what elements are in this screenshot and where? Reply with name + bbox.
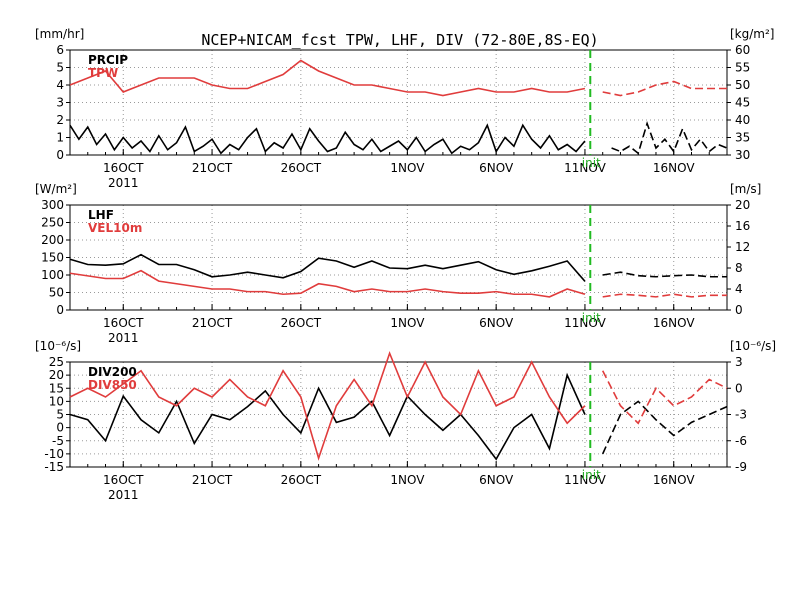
series-line-div200 <box>69 372 586 461</box>
y-tick-label-right: -6 <box>735 434 747 448</box>
y-tick-label-left: 300 <box>41 198 64 212</box>
init-label: init <box>582 311 601 325</box>
init-label: init <box>582 468 601 482</box>
left-axis-unit: [10⁻⁶/s] <box>35 339 81 353</box>
y-tick-label-right: 8 <box>735 261 743 275</box>
y-tick-label-right: 4 <box>735 282 743 296</box>
y-tick-label-left: -15 <box>44 460 64 474</box>
y-tick-label-left: 25 <box>49 355 64 369</box>
y-tick-label-right: 30 <box>735 148 750 162</box>
legend-div200: DIV200 <box>88 365 137 379</box>
y-tick-label-left: 100 <box>41 268 64 282</box>
series-forecast-div200 <box>601 400 728 455</box>
legend-prcip: PRCIP <box>88 53 128 67</box>
y-tick-label-left: 150 <box>41 251 64 265</box>
x-tick-label: 21OCT <box>192 161 233 175</box>
x-tick-sublabel: 2011 <box>108 331 139 345</box>
series-line-lhf <box>69 253 586 282</box>
x-tick-label: 26OCT <box>281 473 322 487</box>
y-tick-label-left: -10 <box>44 447 64 461</box>
y-tick-label-right: -9 <box>735 460 747 474</box>
y-tick-label-left: 6 <box>56 43 64 57</box>
x-tick-label: 26OCT <box>281 161 322 175</box>
x-tick-label: 16OCT <box>103 316 144 330</box>
x-tick-label: 11NOV <box>564 473 606 487</box>
chart-title: NCEP+NICAM_fcst TPW, LHF, DIV (72-80E,8S… <box>201 31 598 49</box>
legend-lhf: LHF <box>88 208 114 222</box>
series-forecast-tpw <box>602 80 727 97</box>
x-tick-label: 6NOV <box>479 161 514 175</box>
x-tick-label: 6NOV <box>479 316 514 330</box>
y-tick-label-left: 4 <box>56 78 64 92</box>
y-tick-label-right: 20 <box>735 198 750 212</box>
y-tick-label-left: 20 <box>49 368 64 382</box>
series-line-tpw <box>69 59 586 97</box>
x-tick-sublabel: 2011 <box>108 176 139 190</box>
y-tick-label-left: 5 <box>56 61 64 75</box>
series-forecast-vel10m <box>602 293 727 298</box>
y-tick-label-left: -5 <box>52 434 64 448</box>
y-tick-label-right: 50 <box>735 78 750 92</box>
x-tick-label: 1NOV <box>390 473 425 487</box>
series-forecast-prcip <box>611 120 728 155</box>
series-line-vel10m <box>69 269 586 298</box>
y-tick-label-right: 12 <box>735 240 750 254</box>
left-axis-unit: [W/m²] <box>35 182 77 196</box>
series-forecast-div850 <box>601 370 728 425</box>
y-tick-label-left: 0 <box>56 148 64 162</box>
y-tick-label-left: 200 <box>41 233 64 247</box>
y-tick-label-left: 2 <box>56 113 64 127</box>
y-tick-label-right: 0 <box>735 381 743 395</box>
left-axis-unit: [mm/hr] <box>35 27 84 41</box>
y-tick-label-left: 250 <box>41 216 64 230</box>
y-tick-label-left: 50 <box>49 286 64 300</box>
y-tick-label-right: 40 <box>735 113 750 127</box>
x-tick-label: 11NOV <box>564 161 606 175</box>
legend-div850: DIV850 <box>88 378 137 392</box>
x-tick-label: 1NOV <box>390 316 425 330</box>
x-tick-sublabel: 2011 <box>108 488 139 502</box>
y-tick-label-right: 3 <box>735 355 743 369</box>
x-tick-label: 16NOV <box>653 316 695 330</box>
right-axis-unit: [m/s] <box>730 182 761 196</box>
x-tick-label: 16OCT <box>103 161 144 175</box>
x-tick-label: 16OCT <box>103 473 144 487</box>
legend-tpw: TPW <box>88 66 118 80</box>
y-tick-label-left: 3 <box>56 96 64 110</box>
x-tick-label: 6NOV <box>479 473 514 487</box>
x-tick-label: 16NOV <box>653 161 695 175</box>
y-tick-label-left: 1 <box>56 131 64 145</box>
y-tick-label-left: 10 <box>49 394 64 408</box>
y-tick-label-left: 15 <box>49 381 64 395</box>
x-tick-label: 21OCT <box>192 473 233 487</box>
y-tick-label-right: 35 <box>735 131 750 145</box>
y-tick-label-right: 60 <box>735 43 750 57</box>
right-axis-unit: [kg/m²] <box>730 27 774 41</box>
series-line-div850 <box>69 350 586 461</box>
y-tick-label-left: 5 <box>56 408 64 422</box>
x-tick-label: 26OCT <box>281 316 322 330</box>
y-tick-label-right: -3 <box>735 408 747 422</box>
legend-vel10m: VEL10m <box>88 221 142 235</box>
x-tick-label: 11NOV <box>564 316 606 330</box>
x-tick-label: 1NOV <box>390 161 425 175</box>
y-tick-label-left: 0 <box>56 421 64 435</box>
series-line-prcip <box>69 123 586 155</box>
y-tick-label-right: 0 <box>735 303 743 317</box>
y-tick-label-right: 55 <box>735 61 750 75</box>
init-label: init <box>582 156 601 170</box>
x-tick-label: 16NOV <box>653 473 695 487</box>
y-tick-label-right: 45 <box>735 96 750 110</box>
y-tick-label-left: 0 <box>56 303 64 317</box>
y-tick-label-right: 16 <box>735 219 750 233</box>
right-axis-unit: [10⁻⁶/s] <box>730 339 776 353</box>
x-tick-label: 21OCT <box>192 316 233 330</box>
series-forecast-lhf <box>602 271 727 278</box>
panel-2: 0 50 100 150 200 250 300 0 4 8 12 16 20 [W/m²] [m/s] 16… <box>35 182 761 345</box>
